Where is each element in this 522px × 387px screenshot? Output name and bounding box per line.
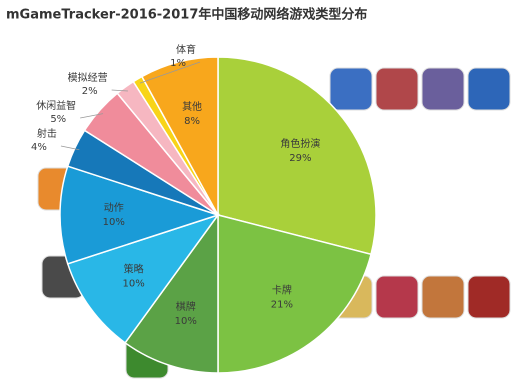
game-icon (467, 275, 511, 319)
pie-slice (124, 212, 219, 374)
slice-label: 策略 (124, 262, 144, 275)
slice-value: 4% (31, 142, 47, 153)
slice-value: 21% (271, 299, 293, 310)
slice-value: 2% (82, 86, 98, 97)
slice-value: 8% (184, 116, 200, 127)
game-icon (421, 67, 465, 111)
leader-line (80, 113, 104, 119)
game-icon (467, 67, 511, 111)
slice-value: 5% (50, 114, 66, 125)
slice-value: 10% (175, 316, 197, 327)
slice-label: 射击 (37, 128, 57, 140)
slice-value: 10% (123, 278, 145, 289)
slice-value: 29% (289, 153, 311, 164)
pie-slice (66, 213, 220, 344)
slice-label: 模拟经营 (68, 71, 108, 84)
game-icon (329, 67, 373, 111)
leader-line (139, 61, 201, 84)
game-icon (421, 275, 465, 319)
slice-value: 1% (170, 58, 186, 69)
slice-label: 卡牌 (272, 283, 292, 296)
pie-slice (217, 214, 372, 374)
slice-label: 休闲益智 (36, 99, 76, 112)
game-icon (375, 67, 419, 111)
leader-line (60, 145, 80, 151)
game-icon (375, 275, 419, 319)
pie-slice (140, 56, 219, 216)
slice-value: 10% (103, 217, 125, 228)
slice-label: 体育 (176, 43, 196, 56)
chart-title: mGameTracker-2016-2017年中国移动网络游戏类型分布 (6, 7, 367, 23)
slice-label: 棋牌 (176, 300, 196, 313)
leader-line (111, 89, 128, 92)
slice-label: 其他 (182, 100, 202, 113)
pie-slice (59, 165, 221, 265)
pie-slice (217, 56, 377, 256)
slice-label: 动作 (104, 202, 124, 214)
slice-label: 角色扮演 (280, 137, 320, 150)
